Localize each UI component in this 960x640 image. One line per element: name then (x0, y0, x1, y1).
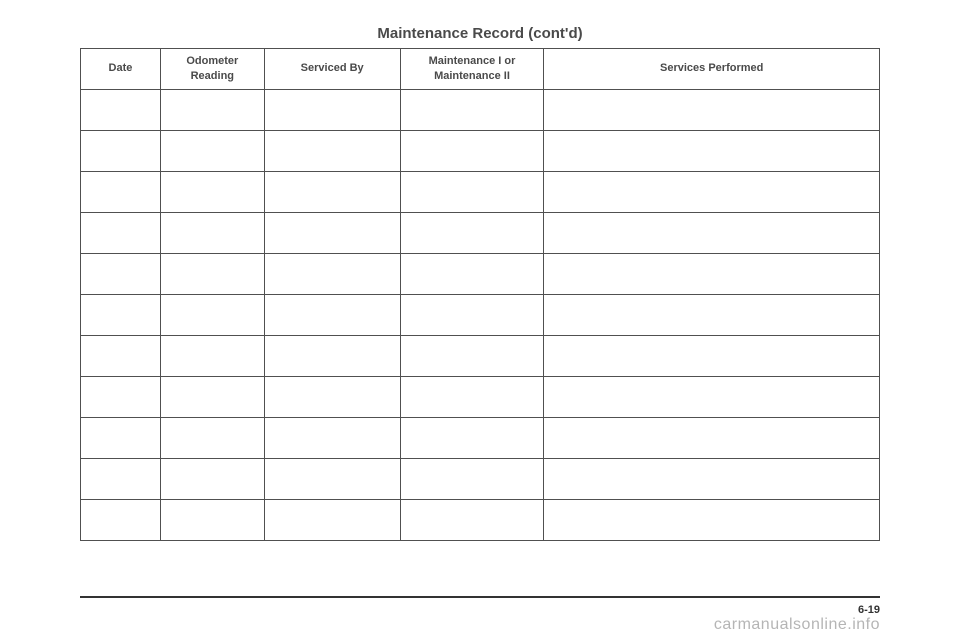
table-row (81, 417, 880, 458)
table-row (81, 212, 880, 253)
table-cell (400, 212, 544, 253)
col-header-maintenance-type: Maintenance I orMaintenance II (400, 49, 544, 90)
table-body (81, 89, 880, 540)
table-cell (160, 212, 264, 253)
table-cell (544, 376, 880, 417)
table-cell (400, 335, 544, 376)
table-cell (400, 417, 544, 458)
table-cell (400, 89, 544, 130)
table-row (81, 335, 880, 376)
maintenance-record-table: Date OdometerReading Serviced By Mainten… (80, 48, 880, 541)
table-row (81, 253, 880, 294)
table-cell (264, 130, 400, 171)
col-header-date: Date (81, 49, 161, 90)
table-cell (81, 253, 161, 294)
col-header-services-performed: Services Performed (544, 49, 880, 90)
page-title: Maintenance Record (cont'd) (80, 25, 880, 42)
table-cell (400, 458, 544, 499)
table-cell (264, 294, 400, 335)
table-cell (160, 376, 264, 417)
watermark-text: carmanualsonline.info (714, 616, 880, 634)
table-row (81, 499, 880, 540)
table-cell (160, 294, 264, 335)
table-cell (160, 171, 264, 212)
table-cell (264, 499, 400, 540)
table-cell (544, 171, 880, 212)
table-cell (81, 417, 161, 458)
footer-divider (80, 596, 880, 598)
table-cell (544, 499, 880, 540)
table-cell (264, 335, 400, 376)
table-cell (264, 376, 400, 417)
table-header-row: Date OdometerReading Serviced By Mainten… (81, 49, 880, 90)
table-cell (400, 499, 544, 540)
table-cell (264, 458, 400, 499)
table-cell (81, 458, 161, 499)
table-cell (81, 171, 161, 212)
table-cell (544, 89, 880, 130)
table-cell (264, 253, 400, 294)
table-row (81, 376, 880, 417)
page-number: 6-19 (858, 604, 880, 616)
table-cell (400, 253, 544, 294)
table-cell (400, 294, 544, 335)
table-cell (264, 89, 400, 130)
table-cell (264, 171, 400, 212)
table-row (81, 89, 880, 130)
table-cell (544, 212, 880, 253)
table-cell (400, 376, 544, 417)
table-cell (160, 335, 264, 376)
table-cell (160, 130, 264, 171)
table-cell (81, 335, 161, 376)
table-cell (544, 294, 880, 335)
table-cell (264, 417, 400, 458)
table-cell (264, 212, 400, 253)
table-cell (544, 253, 880, 294)
table-cell (81, 376, 161, 417)
table-cell (544, 458, 880, 499)
table-cell (160, 458, 264, 499)
table-cell (81, 499, 161, 540)
table-cell (160, 499, 264, 540)
col-header-serviced-by: Serviced By (264, 49, 400, 90)
table-cell (544, 130, 880, 171)
table-cell (81, 89, 161, 130)
table-cell (544, 417, 880, 458)
table-cell (400, 130, 544, 171)
table-cell (160, 417, 264, 458)
table-cell (160, 253, 264, 294)
table-cell (160, 89, 264, 130)
table-row (81, 294, 880, 335)
table-row (81, 171, 880, 212)
table-cell (81, 212, 161, 253)
table-cell (81, 294, 161, 335)
table-row (81, 458, 880, 499)
table-row (81, 130, 880, 171)
table-cell (400, 171, 544, 212)
table-cell (81, 130, 161, 171)
col-header-odometer: OdometerReading (160, 49, 264, 90)
table-cell (544, 335, 880, 376)
